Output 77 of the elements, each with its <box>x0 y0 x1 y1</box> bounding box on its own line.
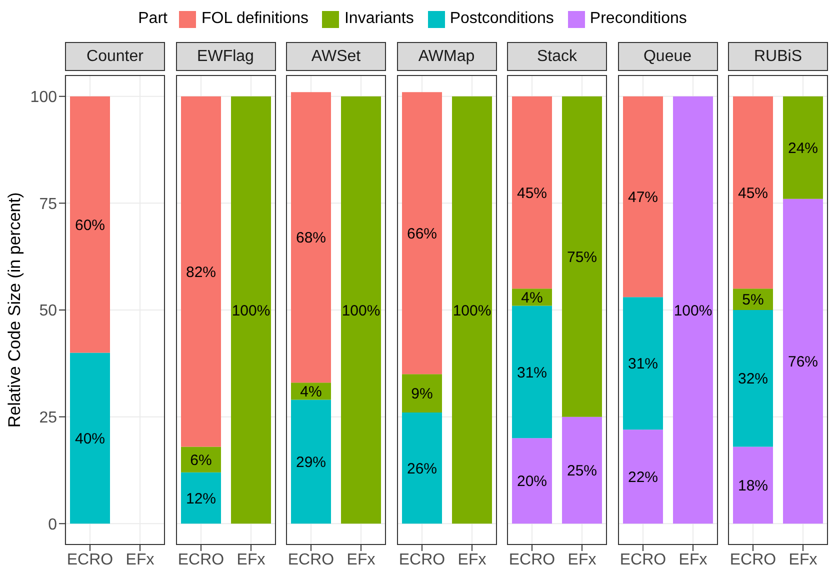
bar <box>512 306 552 438</box>
bar <box>733 310 773 447</box>
data-label: 4% <box>300 384 322 401</box>
y-tick-label: 100 <box>30 89 58 106</box>
y-tick-label: 25 <box>39 410 58 426</box>
x-tick-label: EFx <box>457 551 486 568</box>
bar <box>733 96 773 289</box>
data-label: 66% <box>406 225 437 242</box>
data-label: 82% <box>185 264 216 281</box>
x-tick-label: EFx <box>788 551 818 568</box>
legend-label: Invariants <box>344 10 414 28</box>
data-label: 100% <box>231 302 270 320</box>
legend-title: Part <box>138 10 168 28</box>
data-label: 26% <box>406 460 437 478</box>
data-label: 22% <box>627 468 658 486</box>
data-label: 75% <box>566 248 598 266</box>
legend-label: FOL definitions <box>201 10 308 28</box>
x-tick-label: ECRO <box>66 551 114 568</box>
bar <box>402 412 442 524</box>
data-label: 60% <box>74 216 106 234</box>
x-tick-label: EFx <box>678 551 707 568</box>
data-label: 24% <box>788 140 818 157</box>
data-label: 45% <box>516 184 548 202</box>
x-tick-label: ECRO <box>177 551 224 568</box>
bar <box>562 416 602 524</box>
data-label: 76% <box>788 354 818 371</box>
x-tick-label: ECRO <box>508 551 556 568</box>
data-label: 100% <box>673 302 712 320</box>
data-label: 32% <box>738 370 768 388</box>
data-label: 18% <box>738 478 768 495</box>
bar <box>512 438 552 524</box>
data-label: 31% <box>516 364 548 382</box>
x-tick-label: EFx <box>568 551 596 568</box>
data-label: 68% <box>296 230 326 247</box>
x-tick-label: EFx <box>236 551 265 568</box>
data-label: 100% <box>342 302 380 320</box>
data-label: 4% <box>521 290 543 307</box>
chart-title: EWFlag <box>176 42 276 71</box>
x-tick-label: EFx <box>126 551 154 568</box>
bar <box>402 92 442 374</box>
x-tick-label: ECRO <box>288 551 334 568</box>
x-tick-label: ECRO <box>619 551 666 568</box>
bar <box>783 96 823 199</box>
x-tick-label: ECRO <box>398 551 445 568</box>
bar <box>402 374 442 413</box>
data-label: 40% <box>74 430 106 448</box>
y-tick-label: 0 <box>48 516 58 534</box>
data-label: 25% <box>566 462 598 480</box>
data-label: 100% <box>452 302 491 320</box>
chart-title: Counter <box>65 42 165 71</box>
bar <box>291 92 331 383</box>
data-label: 6% <box>190 452 212 469</box>
bar <box>291 400 331 524</box>
data-label: 5% <box>742 292 764 309</box>
data-label: 47% <box>627 189 658 206</box>
data-label: 45% <box>738 184 768 202</box>
chart-title: AWMap <box>396 42 496 71</box>
x-tick-label: ECRO <box>730 551 776 568</box>
bar <box>562 96 602 417</box>
data-label: 20% <box>516 473 548 490</box>
data-label: 12% <box>185 490 216 508</box>
chart-title: RUBiS <box>728 42 828 71</box>
chart-title: Queue <box>618 42 718 71</box>
data-label: 29% <box>296 454 326 472</box>
bar <box>783 198 823 524</box>
data-label: 9% <box>410 386 432 403</box>
y-tick-label: 50 <box>39 302 58 320</box>
x-tick-label: EFx <box>346 551 376 568</box>
data-label: 31% <box>627 356 658 373</box>
chart-title: Stack <box>507 42 607 71</box>
y-tick-label: 75 <box>39 196 58 213</box>
bar <box>512 96 552 289</box>
legend-label: Postconditions <box>450 10 554 28</box>
y-axis-title: Relative Code Size (in percent) <box>5 192 25 428</box>
legend-label: Preconditions <box>590 10 687 28</box>
bar <box>733 446 773 524</box>
chart-title: AWSet <box>286 42 386 71</box>
